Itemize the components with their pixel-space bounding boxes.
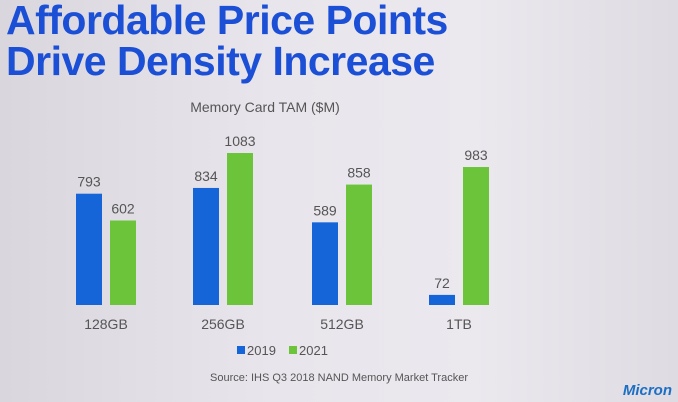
bar-1TB-2021 bbox=[463, 167, 489, 305]
category-label: 128GB bbox=[84, 316, 128, 332]
category-label: 1TB bbox=[446, 316, 472, 332]
title-line-1: Affordable Price Points bbox=[6, 0, 448, 43]
bar-1TB-2019 bbox=[429, 294, 455, 305]
legend-label: 2019 bbox=[247, 343, 276, 358]
data-label: 793 bbox=[77, 174, 101, 190]
title-line-2: Drive Density Increase bbox=[6, 38, 435, 84]
micron-logo: Micron bbox=[622, 382, 672, 399]
data-label: 602 bbox=[111, 201, 135, 217]
category-label: 256GB bbox=[201, 316, 245, 332]
data-label: 834 bbox=[194, 168, 218, 184]
bar-128GB-2021 bbox=[110, 220, 136, 305]
data-label: 589 bbox=[313, 202, 337, 218]
data-label: 858 bbox=[347, 165, 371, 181]
legend-swatch-2019 bbox=[237, 346, 245, 354]
slide-title: Affordable Price Points Drive Density In… bbox=[6, 0, 448, 82]
bar-256GB-2019 bbox=[193, 187, 219, 305]
legend-swatch-2021 bbox=[289, 346, 297, 354]
source-note: Source: IHS Q3 2018 NAND Memory Market T… bbox=[210, 372, 468, 384]
bar-128GB-2019 bbox=[76, 193, 102, 305]
chart-title: Memory Card TAM ($M) bbox=[190, 99, 340, 115]
bar-512GB-2021 bbox=[346, 184, 372, 305]
bar-512GB-2019 bbox=[312, 222, 338, 305]
data-label: 1083 bbox=[224, 133, 255, 149]
legend-label: 2021 bbox=[299, 343, 328, 358]
data-label: 983 bbox=[464, 147, 488, 163]
data-label: 72 bbox=[434, 275, 450, 291]
category-label: 512GB bbox=[320, 316, 364, 332]
bar-256GB-2021 bbox=[227, 153, 253, 305]
